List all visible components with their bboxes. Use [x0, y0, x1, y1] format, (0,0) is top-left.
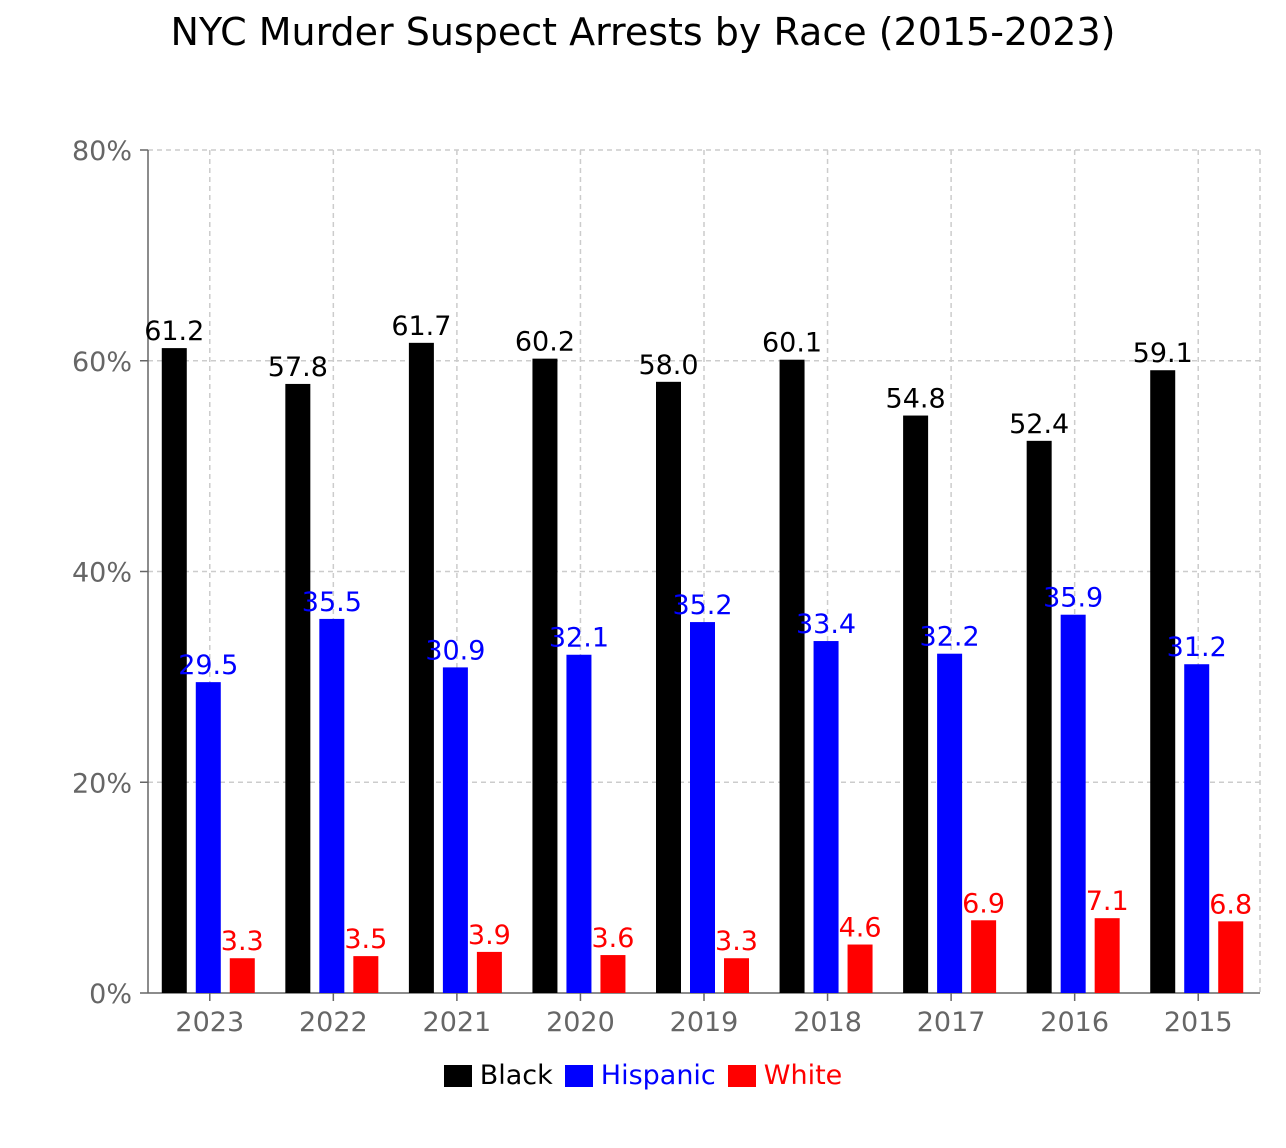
chart-title: NYC Murder Suspect Arrests by Race (2015…: [170, 10, 1116, 54]
data-label-hispanic: 32.2: [920, 622, 980, 653]
bar-black: [532, 358, 558, 994]
bar-white: [600, 955, 626, 993]
bar-white: [229, 958, 255, 993]
data-label-hispanic: 35.5: [302, 587, 362, 618]
legend-label: White: [763, 1060, 843, 1091]
data-label-hispanic: 33.4: [796, 609, 856, 640]
data-label-white: 4.6: [839, 913, 882, 944]
bar-white: [724, 958, 749, 993]
x-tick-label: 2015: [1164, 1007, 1233, 1038]
bar-white: [1094, 918, 1120, 993]
y-tick-label: 40%: [72, 558, 132, 589]
legend-label: Hispanic: [600, 1060, 716, 1091]
bar-black: [1026, 440, 1052, 994]
bar-hispanic: [813, 641, 839, 993]
data-label-black: 57.8: [268, 352, 328, 383]
data-label-hispanic: 35.2: [672, 590, 732, 621]
bar-black: [656, 381, 681, 993]
data-label-black: 59.1: [1133, 338, 1193, 369]
x-tick-label: 2023: [175, 1007, 244, 1038]
bar-hispanic: [566, 654, 592, 993]
x-tick-label: 2020: [546, 1007, 615, 1038]
y-tick-label: 20%: [72, 768, 132, 799]
data-label-white: 3.9: [468, 920, 511, 951]
data-label-hispanic: 29.5: [178, 650, 238, 681]
legend-swatch: [727, 1064, 756, 1087]
bar-black: [779, 359, 805, 993]
data-label-hispanic: 30.9: [425, 635, 485, 666]
data-label-black: 52.4: [1009, 409, 1069, 440]
bar-hispanic: [937, 653, 963, 993]
data-label-white: 6.9: [962, 888, 1005, 919]
legend-item-hispanic: Hispanic: [564, 1060, 716, 1091]
legend-swatch: [564, 1064, 593, 1087]
bar-hispanic: [1060, 614, 1086, 993]
data-label-black: 61.7: [391, 311, 451, 342]
data-label-white: 6.8: [1209, 889, 1252, 920]
legend-label: Black: [479, 1060, 553, 1091]
data-label-black: 58.0: [638, 350, 698, 381]
data-label-white: 7.1: [1086, 886, 1129, 917]
data-label-white: 3.3: [221, 926, 264, 957]
data-label-black: 60.1: [762, 328, 822, 359]
bar-white: [971, 920, 997, 993]
data-label-black: 54.8: [886, 384, 946, 415]
x-tick-label: 2022: [299, 1007, 368, 1038]
x-tick-label: 2021: [423, 1007, 492, 1038]
bar-hispanic: [1184, 664, 1210, 993]
bar-white: [847, 944, 873, 993]
bar-hispanic: [319, 618, 345, 993]
y-tick-label: 0%: [89, 979, 132, 1010]
bar-black: [161, 348, 187, 994]
x-tick-label: 2016: [1040, 1007, 1109, 1038]
x-tick-label: 2017: [917, 1007, 986, 1038]
data-label-hispanic: 32.1: [549, 623, 609, 654]
data-label-hispanic: 31.2: [1167, 632, 1227, 663]
x-tick-label: 2019: [670, 1007, 739, 1038]
bar-black: [1150, 370, 1176, 993]
data-label-white: 3.3: [715, 926, 758, 957]
legend-swatch: [443, 1064, 472, 1087]
y-tick-label: 60%: [72, 347, 132, 378]
bar-black: [903, 415, 929, 993]
y-tick-label: 80%: [72, 136, 132, 167]
bar-black: [408, 342, 434, 993]
bar-white: [476, 951, 502, 993]
data-label-black: 60.2: [515, 327, 575, 358]
legend: Black Hispanic White: [0, 1060, 1286, 1091]
data-label-black: 61.2: [144, 316, 204, 347]
data-label-white: 3.5: [344, 924, 387, 955]
x-tick-label: 2018: [793, 1007, 862, 1038]
legend-item-black: Black: [443, 1060, 553, 1091]
legend-item-white: White: [727, 1060, 843, 1091]
bar-white: [353, 956, 379, 993]
data-label-hispanic: 35.9: [1043, 583, 1103, 614]
bar-hispanic: [690, 622, 715, 993]
bar-hispanic: [442, 667, 468, 993]
bar-hispanic: [195, 682, 221, 993]
bar-black: [285, 383, 311, 993]
data-label-white: 3.6: [591, 923, 634, 954]
bar-white: [1218, 921, 1244, 993]
